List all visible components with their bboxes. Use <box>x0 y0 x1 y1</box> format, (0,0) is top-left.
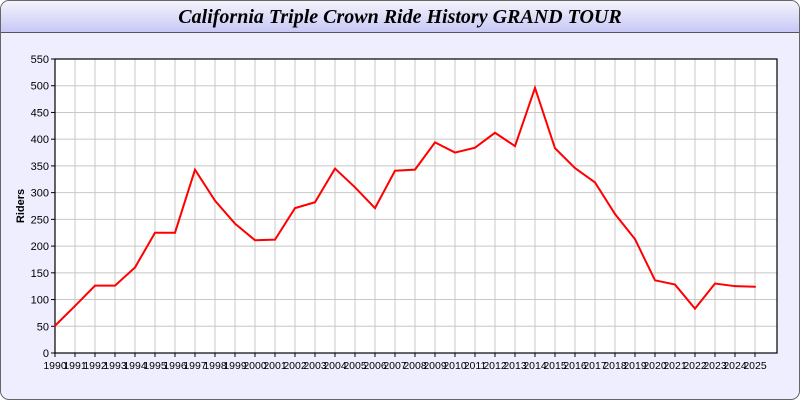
title-bar: California Triple Crown Ride History GRA… <box>1 1 799 33</box>
x-tick-label: 2004 <box>323 360 347 372</box>
y-tick-label: 200 <box>31 241 49 253</box>
data-point <box>434 141 436 144</box>
x-tick-label: 2001 <box>263 360 287 372</box>
plot-area <box>55 59 777 353</box>
data-point <box>654 279 656 282</box>
x-tick-label: 2025 <box>743 360 767 372</box>
y-tick-label: 300 <box>31 188 49 200</box>
x-tick-label: 2011 <box>464 360 487 372</box>
y-tick-label: 350 <box>31 161 49 173</box>
data-point <box>734 285 736 288</box>
y-tick-label: 400 <box>31 134 49 146</box>
data-point <box>694 307 696 310</box>
data-point <box>374 207 376 210</box>
x-tick-label: 1992 <box>83 360 107 372</box>
x-tick-label: 2005 <box>343 360 367 372</box>
data-point <box>154 231 156 234</box>
x-tick-label: 1990 <box>43 360 67 372</box>
data-point <box>314 201 316 204</box>
chart-title: California Triple Crown Ride History GRA… <box>178 6 622 28</box>
y-tick-label: 250 <box>31 214 49 226</box>
data-point <box>414 168 416 171</box>
data-point <box>574 167 576 170</box>
data-point <box>494 131 496 134</box>
data-point <box>614 213 616 216</box>
data-point <box>354 186 356 189</box>
x-tick-label: 2008 <box>403 360 427 372</box>
x-tick-label: 2015 <box>543 360 567 372</box>
data-point <box>474 146 476 149</box>
data-point <box>254 239 256 242</box>
y-tick-label: 550 <box>31 54 49 66</box>
x-tick-label: 2003 <box>303 360 327 372</box>
x-tick-label: 2019 <box>623 360 647 372</box>
series-line <box>54 84 756 327</box>
x-tick-label: 2006 <box>363 360 387 372</box>
y-tick-label: 100 <box>31 295 49 307</box>
x-tick-label: 2009 <box>423 360 447 372</box>
x-tick-label: 1995 <box>143 360 167 372</box>
y-tick-label: 450 <box>31 107 49 119</box>
data-point <box>234 222 236 225</box>
data-point <box>754 285 756 288</box>
x-tick-label: 1993 <box>103 360 127 372</box>
x-tick-label: 2016 <box>563 360 587 372</box>
x-tick-label: 1997 <box>183 360 207 372</box>
x-tick-label: 2012 <box>483 360 507 372</box>
data-point <box>274 238 276 241</box>
data-point <box>674 283 676 286</box>
plot-border <box>54 58 778 354</box>
x-tick-label: 2024 <box>723 360 747 372</box>
data-point <box>174 231 176 234</box>
data-point <box>334 167 336 170</box>
data-point <box>94 284 96 287</box>
x-tick-label: 2018 <box>603 360 627 372</box>
x-tick-label: 1994 <box>123 360 147 372</box>
data-point <box>114 284 116 287</box>
data-point <box>554 147 556 150</box>
data-point <box>134 266 136 269</box>
data-point <box>294 207 296 210</box>
x-tick-label: 2014 <box>523 360 547 372</box>
y-tick-label: 500 <box>31 81 49 93</box>
x-tick-label: 1999 <box>223 360 247 372</box>
x-tick-label: 2013 <box>503 360 527 372</box>
y-tick-label: 150 <box>31 268 49 280</box>
y-tick-label: 50 <box>37 321 49 333</box>
x-tick-label: 2023 <box>703 360 727 372</box>
x-tick-label: 2002 <box>283 360 307 372</box>
x-tick-label: 1998 <box>203 360 227 372</box>
data-point <box>634 238 636 241</box>
data-point <box>454 151 456 154</box>
data-point <box>54 324 56 327</box>
x-tick-label: 2007 <box>383 360 407 372</box>
x-tick-label: 2010 <box>443 360 467 372</box>
data-point <box>594 181 596 184</box>
x-tick-label: 2017 <box>583 360 607 372</box>
data-point <box>194 168 196 171</box>
x-tick-label: 2022 <box>683 360 707 372</box>
x-tick-label: 1991 <box>63 360 87 372</box>
y-axis-label: Riders <box>15 189 27 223</box>
x-tick-label: 2020 <box>643 360 667 372</box>
x-tick-label: 1996 <box>163 360 187 372</box>
y-tick-label: 0 <box>43 348 49 360</box>
data-point <box>714 282 716 285</box>
x-tick-label: 2021 <box>663 360 687 372</box>
data-point <box>534 86 536 89</box>
data-point <box>74 304 76 307</box>
data-point <box>514 145 516 148</box>
data-point <box>214 199 216 202</box>
x-tick-label: 2000 <box>243 360 267 372</box>
data-point <box>394 169 396 172</box>
